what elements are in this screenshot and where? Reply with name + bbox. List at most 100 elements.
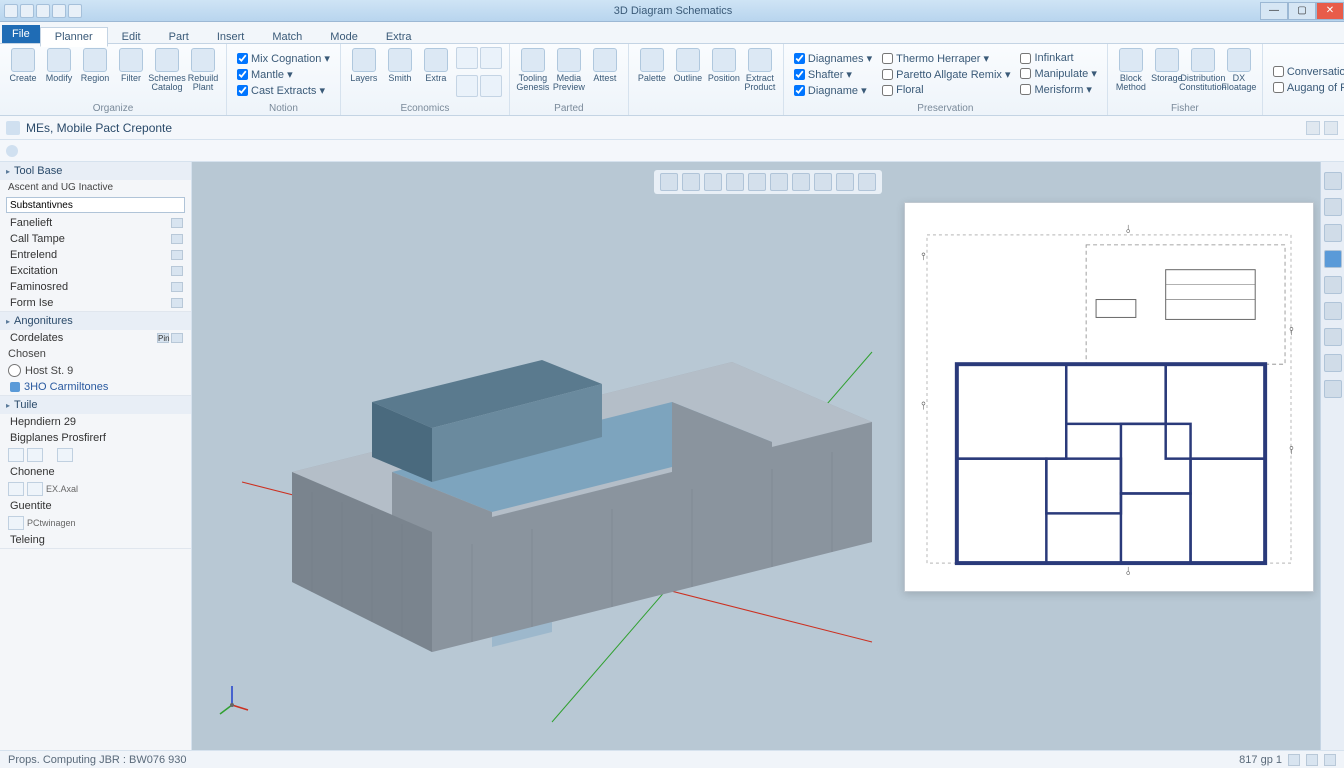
docbar-button[interactable] [1324, 121, 1338, 135]
rail-tool-icon[interactable] [1324, 328, 1342, 346]
ribbon-checkbox[interactable]: Merisform ▾ [1020, 82, 1096, 97]
ribbon-checkbox[interactable]: Augang of Rendering Art ▾ [1273, 80, 1344, 95]
docbar-button[interactable] [1306, 121, 1320, 135]
rail-tool-icon[interactable] [1324, 276, 1342, 294]
checkbox-input[interactable] [1020, 68, 1031, 79]
host-radio[interactable] [8, 364, 21, 377]
checkbox-input[interactable] [1020, 53, 1031, 64]
panel-item[interactable]: Entrelend [0, 247, 191, 263]
tool-icon[interactable] [8, 516, 24, 530]
ribbon-checkbox[interactable]: Diagname ▾ [794, 83, 872, 98]
ribbon-button-modify[interactable]: Modify [42, 46, 76, 102]
ribbon-checkbox[interactable]: Conversation Elimination ▾ [1273, 64, 1344, 79]
checkbox-input[interactable] [794, 69, 805, 80]
checkbox-input[interactable] [882, 85, 893, 96]
minimize-button[interactable]: — [1260, 2, 1288, 20]
floorplan-inset[interactable]: ⫰ ⫯ ⫯ ⫯ ⫯ ⫰ [904, 202, 1314, 592]
ribbon-button-layers[interactable]: Layers [347, 46, 381, 102]
ribbon-button-smith[interactable]: Smith [383, 46, 417, 102]
file-tab[interactable]: File [2, 25, 40, 43]
qat-icon[interactable] [36, 4, 50, 18]
rail-tool-icon[interactable] [1324, 380, 1342, 398]
ribbon-checkbox[interactable]: Manipulate ▾ [1020, 66, 1096, 81]
checkbox-input[interactable] [237, 69, 248, 80]
checkbox-input[interactable] [1020, 84, 1031, 95]
ribbon-button-filter[interactable]: Filter [114, 46, 148, 102]
ribbon-button-pos[interactable]: Position [707, 46, 741, 113]
ribbon-button-schemes[interactable]: Schemes Catalog [150, 46, 184, 102]
checkbox-input[interactable] [237, 85, 248, 96]
ribbon-small-button[interactable] [480, 75, 502, 97]
rail-tool-icon[interactable] [1324, 354, 1342, 372]
panel-item[interactable]: Form Ise [0, 295, 191, 311]
ribbon-checkbox[interactable]: Thermo Herraper ▾ [882, 51, 1010, 66]
panel-item[interactable]: Chonene [0, 464, 191, 480]
ribbon-checkbox[interactable]: Floral [882, 83, 1010, 97]
panel-item[interactable]: Hepndiern 29 [0, 414, 191, 430]
panel-item[interactable]: Guentite [0, 498, 191, 514]
status-icon[interactable] [1306, 754, 1318, 766]
panel-item[interactable]: Fanelieft [0, 215, 191, 231]
ribbon-small-button[interactable] [456, 47, 478, 69]
ribbon-button-rebuild[interactable]: Rebuild Plant [186, 46, 220, 102]
panel-item[interactable]: Cordelates Pin [0, 330, 191, 346]
checkbox-input[interactable] [237, 53, 248, 64]
status-icon[interactable] [1288, 754, 1300, 766]
ribbon-small-button[interactable] [456, 75, 478, 97]
status-icon[interactable] [1324, 754, 1336, 766]
checkbox-input[interactable] [1273, 66, 1284, 77]
tool-icon[interactable] [57, 448, 73, 462]
panel-row[interactable]: Host St. 9 [0, 362, 191, 379]
axis-gizmo[interactable] [212, 680, 252, 720]
ribbon-button-tool[interactable]: Tooling Genesis [516, 46, 550, 102]
ribbon-button-palette[interactable]: Palette [635, 46, 669, 113]
panel-item[interactable]: Faminosred [0, 279, 191, 295]
qat-icon[interactable] [4, 4, 18, 18]
panel-item[interactable]: Call Tampe [0, 231, 191, 247]
rail-tool-icon[interactable] [1324, 302, 1342, 320]
panel-item[interactable]: Teleing [0, 532, 191, 548]
rail-tool-icon[interactable] [1324, 224, 1342, 242]
ribbon-checkbox[interactable]: Mantle ▾ [237, 67, 330, 82]
panel-header[interactable]: Angonitures [0, 312, 191, 330]
rail-tool-icon[interactable] [1324, 250, 1342, 268]
panel-header[interactable]: Tuile [0, 396, 191, 414]
tool-icon[interactable] [8, 482, 24, 496]
checkbox-input[interactable] [794, 85, 805, 96]
ribbon-button-dist[interactable]: Distribution Constitution [1186, 46, 1220, 102]
ribbon-checkbox[interactable]: Infinkart [1020, 51, 1096, 65]
ribbon-button-extra[interactable]: Extra [419, 46, 453, 102]
ribbon-button-dx[interactable]: DX Floatage [1222, 46, 1256, 102]
checkbox-input[interactable] [1273, 82, 1284, 93]
panel-item[interactable]: Excitation [0, 263, 191, 279]
pin-icon[interactable]: Pin [157, 333, 169, 343]
ribbon-checkbox[interactable]: Paretto Allgate Remix ▾ [882, 67, 1010, 82]
panel-link[interactable]: 3HO Carmiltones [0, 379, 191, 395]
ribbon-button-block[interactable]: Block Method [1114, 46, 1148, 102]
ribbon-checkbox[interactable]: Shafter ▾ [794, 67, 872, 82]
panel-item[interactable]: Bigplanes Prosfirerf [0, 430, 191, 446]
checkbox-input[interactable] [882, 53, 893, 64]
expand-icon[interactable] [171, 333, 183, 343]
ribbon-button-media[interactable]: Media Preview [552, 46, 586, 102]
tool-icon[interactable] [27, 448, 43, 462]
ribbon-small-button[interactable] [480, 47, 502, 69]
ribbon-button-attest[interactable]: Attest [588, 46, 622, 102]
panel-search-input[interactable] [6, 197, 185, 213]
search-icon[interactable] [6, 145, 18, 157]
qat-icon[interactable] [52, 4, 66, 18]
ribbon-checkbox[interactable]: Mix Cognation ▾ [237, 51, 330, 66]
tool-icon[interactable] [8, 448, 24, 462]
checkbox-input[interactable] [794, 53, 805, 64]
panel-header[interactable]: Tool Base [0, 162, 191, 180]
ribbon-button-outline[interactable]: Outline [671, 46, 705, 113]
maximize-button[interactable]: ▢ [1288, 2, 1316, 20]
rail-tool-icon[interactable] [1324, 198, 1342, 216]
checkbox-input[interactable] [882, 69, 893, 80]
rail-tool-icon[interactable] [1324, 172, 1342, 190]
tool-icon[interactable] [27, 482, 43, 496]
qat-icon[interactable] [68, 4, 82, 18]
ribbon-button-extract[interactable]: Extract Product [743, 46, 777, 113]
qat-icon[interactable] [20, 4, 34, 18]
viewport-3d[interactable]: ⫰ ⫯ ⫯ ⫯ ⫯ ⫰ [192, 162, 1344, 750]
